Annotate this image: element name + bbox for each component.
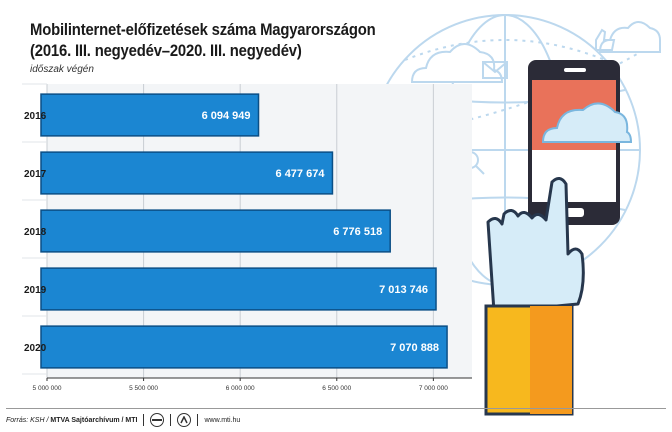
category-label-2017: 2017 (24, 169, 47, 180)
separator (170, 414, 172, 426)
bar-2018 (40, 209, 391, 253)
x-tick-label: 7 000 000 (419, 385, 448, 392)
chart-title: Mobilinternet-előfizetések száma Magyaro… (30, 20, 408, 62)
separator (143, 414, 145, 426)
data-label-2017: 6 477 674 (276, 168, 326, 180)
thumbs-up-icon (595, 28, 616, 51)
x-tick-label: 5 000 000 (33, 385, 62, 392)
data-label-2019: 7 013 746 (379, 284, 428, 296)
bar-2019 (40, 267, 437, 311)
data-label-2016: 6 094 949 (202, 110, 251, 122)
bar-2016 (40, 93, 260, 137)
source-prefix: Forrás: KSH / (6, 416, 49, 424)
mail-icon (482, 61, 508, 79)
mtva-logo-icon (150, 413, 165, 427)
data-label-2018: 6 776 518 (333, 226, 382, 238)
chart-title-line-2: (2016. III. negyedév–2020. III. negyedév… (30, 42, 302, 60)
category-label-2020: 2020 (24, 343, 47, 354)
footer: Forrás: KSH / MTVA Sajtóarchívum / MTI w… (6, 410, 666, 430)
x-tick-label: 5 500 000 (129, 385, 158, 392)
bar-2020 (40, 325, 448, 369)
source-label: Forrás: KSH / MTVA Sajtóarchívum / MTI (6, 417, 137, 424)
footer-divider (6, 408, 666, 409)
x-tick-label: 6 500 000 (322, 385, 351, 392)
separator (197, 414, 199, 426)
category-label-2018: 2018 (24, 227, 47, 238)
bar-2017 (40, 151, 334, 195)
chart-subtitle: időszak végén (30, 64, 94, 75)
mti-logo-icon (177, 413, 192, 427)
pointing-hand-icon (484, 177, 585, 416)
category-label-2016: 2016 (24, 111, 47, 122)
chart-title-line-1: Mobilinternet-előfizetések száma Magyaro… (30, 21, 376, 39)
website-link[interactable]: www.mti.hu (204, 416, 241, 424)
x-tick-label: 6 000 000 (226, 385, 255, 392)
data-label-2020: 7 070 888 (390, 342, 439, 354)
source-org: MTVA Sajtóarchívum / MTI (50, 416, 138, 424)
category-label-2019: 2019 (24, 285, 47, 296)
